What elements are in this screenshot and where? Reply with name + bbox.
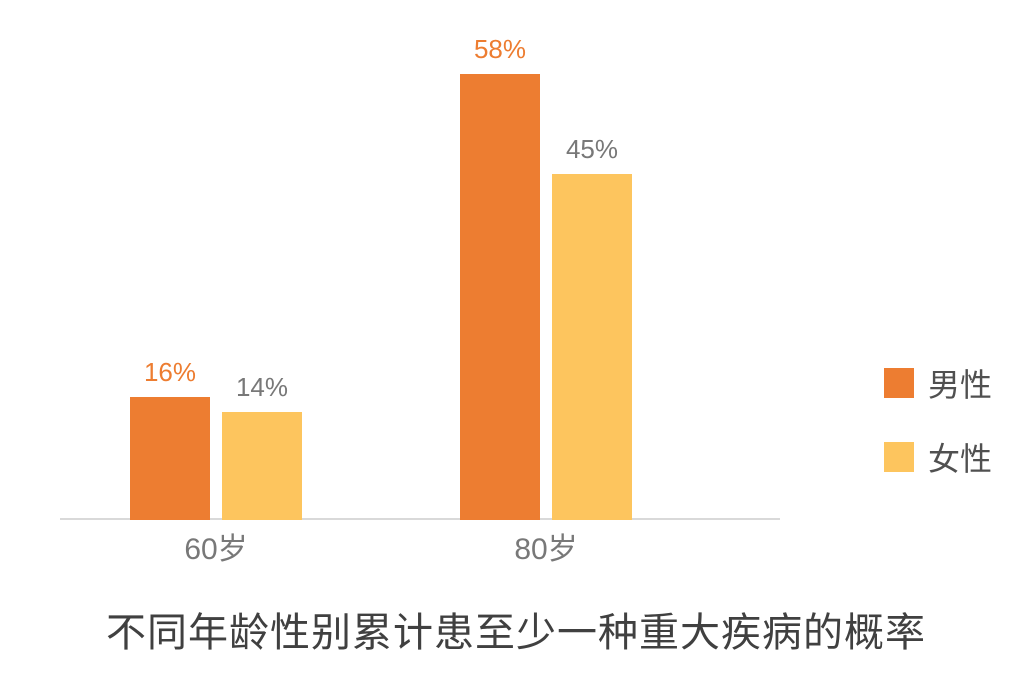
bar-60-female: 14% [222, 412, 302, 520]
bar-80-male: 58% [460, 74, 540, 520]
legend-item-female: 女性 [884, 434, 992, 480]
caption: 不同年龄性别累计患至少一种重大疾病的概率 [0, 600, 1032, 658]
bar-group-60: 16% 14% [130, 397, 302, 520]
legend-swatch-male [884, 368, 914, 398]
legend-item-male: 男性 [884, 360, 992, 406]
chart-area: 16% 14% 58% 45% 60岁 80岁 [60, 20, 780, 580]
x-tick-80: 80岁 [514, 524, 577, 568]
plot-region: 16% 14% 58% 45% [60, 20, 780, 520]
legend-label-female: 女性 [928, 434, 992, 480]
legend-label-male: 男性 [928, 360, 992, 406]
x-tick-60: 60岁 [184, 524, 247, 568]
bar-label: 45% [566, 134, 618, 165]
legend-swatch-female [884, 442, 914, 472]
bar-label: 14% [236, 372, 288, 403]
bar-80-female: 45% [552, 174, 632, 520]
bar-label: 58% [474, 34, 526, 65]
bar-label: 16% [144, 357, 196, 388]
bar-group-80: 58% 45% [460, 74, 632, 520]
legend: 男性 女性 [884, 360, 992, 480]
bar-60-male: 16% [130, 397, 210, 520]
